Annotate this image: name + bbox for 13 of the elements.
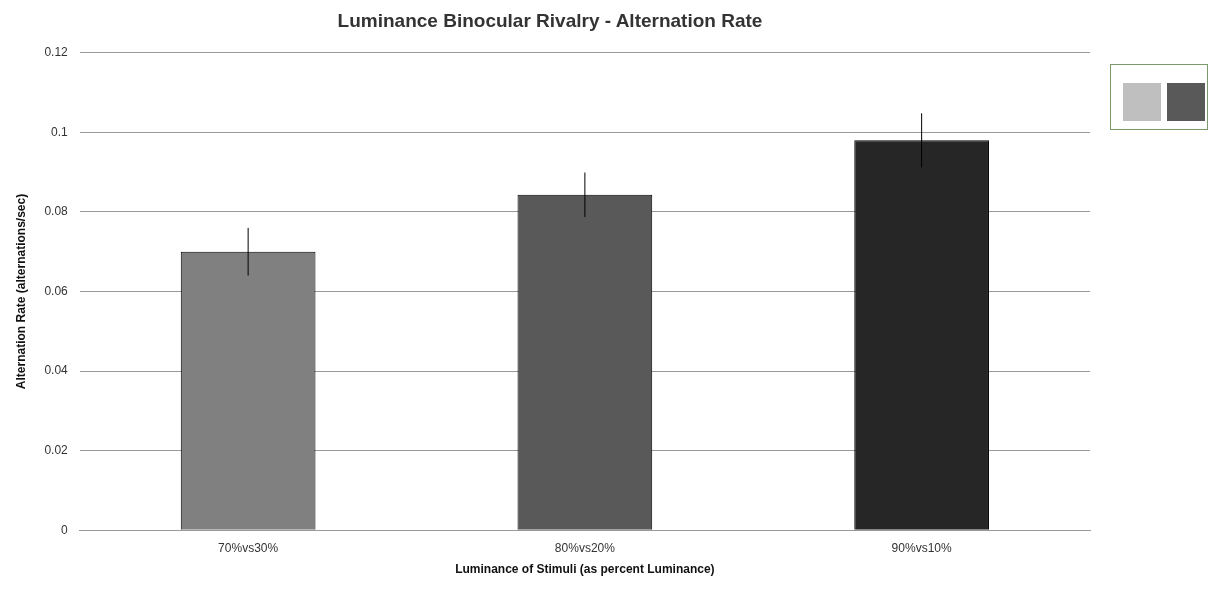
x-axis-title: Luminance of Stimuli (as percent Luminance): [455, 562, 715, 577]
y-tick-label: 0.06: [44, 283, 69, 298]
x-tick-label: 90%vs10%: [891, 540, 952, 555]
x-tick-label: 70%vs30%: [218, 540, 279, 555]
y-tick-label: 0: [61, 522, 69, 537]
y-tick-label: 0.08: [44, 204, 69, 219]
y-tick-label: 0.1: [51, 124, 69, 139]
x-tick-label: 80%vs20%: [554, 540, 616, 555]
y-axis-title: Alternation Rate (alternations/sec): [13, 193, 28, 390]
y-tick-label: 0.02: [44, 442, 69, 457]
y-tick-label: 0.04: [44, 363, 69, 378]
y-tick-label: 0.12: [44, 45, 69, 60]
chart-title: Luminance Binocular Rivalry - Alternation Rate: [337, 9, 763, 31]
